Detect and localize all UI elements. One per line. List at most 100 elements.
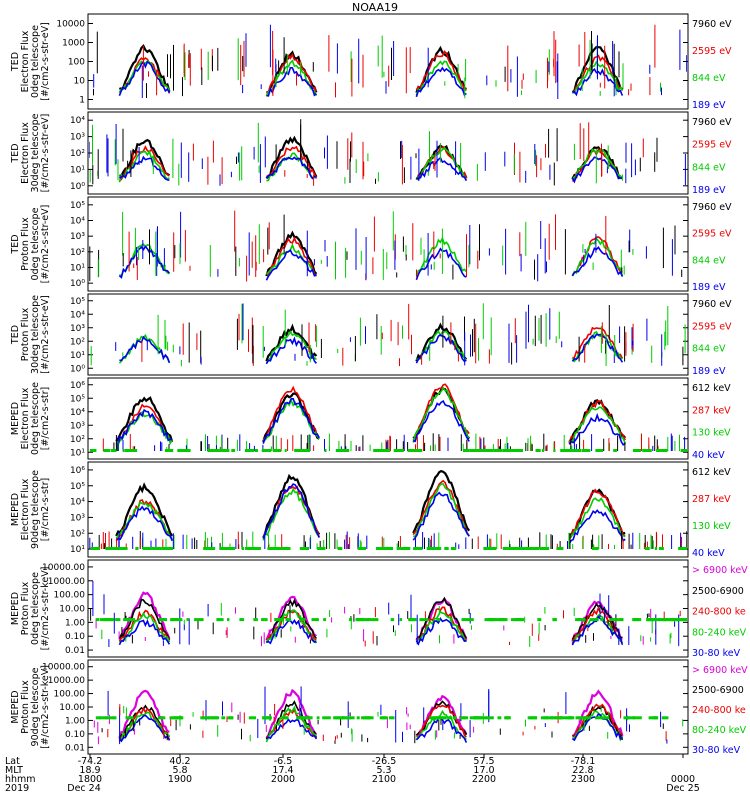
y-tick-label: 10⁰ [70,182,85,192]
y-axis-label-line: Electron Flux [20,122,31,184]
floor-segment [249,449,254,452]
series-hump [415,66,467,98]
series-hump [118,245,171,279]
floor-segment [311,618,319,622]
floor-segment [493,449,502,452]
x-tick-label-lat: 40.2 [169,756,190,767]
floor-segment [633,449,641,452]
series-hump [118,706,171,742]
x-tick-label-mlt: 22.8 [572,765,593,776]
floor-segment [92,449,97,452]
x-tick-label-mlt: 5.8 [172,765,187,776]
floor-segment [510,618,517,622]
floor-segment [155,547,162,550]
floor-segment [632,716,642,720]
y-axis-label-line: [#/cm2-s-str-eV] [40,114,51,193]
floor-segment [261,449,269,452]
legend-entry: 189 eV [692,185,726,196]
series-hump [415,694,468,737]
floor-segment [170,618,177,622]
floor-segment [223,449,230,452]
y-tick-label: 10¹ [70,351,85,361]
floor-segment [371,618,379,622]
legend-entry: 189 eV [692,100,726,111]
y-axis-label-line: [#/cm2-s-str] [40,387,51,450]
floor-segment [514,547,520,550]
x-axis-row-label: Lat [5,756,20,767]
x-tick-label-mlt: 5.3 [376,765,391,776]
floor-segment [477,449,482,452]
series-hump [265,145,318,179]
y-tick-label: 0.10 [65,730,85,740]
floor-segment [133,449,137,452]
floor-segment [516,618,522,622]
floor-segment [451,547,454,550]
floor-segment [452,716,457,720]
floor-segment [575,716,581,720]
floor-segment [415,449,423,452]
series-hump [415,333,467,364]
floor-segment [508,547,518,550]
floor-segment [367,716,374,720]
floor-segment [254,547,261,550]
floor-segment [296,716,302,720]
floor-segment [212,716,218,720]
plot-area [89,469,687,550]
y-axis-label-line: TED [10,52,21,72]
series-hump [571,156,623,184]
floor-segment [469,716,476,720]
floor-segment [537,618,542,622]
floor-segment [264,618,268,622]
panel-frame [87,293,689,376]
x-tick-label-hhmm: 2300 [571,774,595,785]
series-hump [266,52,318,94]
y-axis-label-line: 30deg telescope [30,113,41,192]
date-label-end: Dec 25 [666,783,700,794]
floor-segment [322,716,331,720]
floor-segment [277,618,284,622]
y-tick-label: 0.01 [65,646,85,656]
floor-segment [307,716,313,720]
y-tick-label: 1000.00 [48,577,85,587]
floor-segment [135,547,139,550]
y-tick-label: 10 [74,77,86,87]
series-hump [115,501,173,541]
plot-area [89,383,687,452]
floor-segment [216,449,222,452]
series-hump [571,713,623,742]
floor-segment [179,716,183,720]
floor-segment [558,547,564,550]
y-tick-label: 1.00 [65,618,85,628]
series-hump [412,479,470,537]
legend-entry: 287 keV [692,405,731,416]
floor-segment [468,618,474,622]
y-tick-label: 100.00 [54,591,86,601]
floor-segment [91,547,101,550]
floor-segment [383,547,394,550]
floor-segment [307,449,310,452]
y-axis-label-line: 0deg telescope [30,25,41,98]
panel-1: 10000 1000 100 10 1 TED Electron Flux 0deg tele… [10,13,732,111]
floor-segment [108,547,115,550]
legend-entry: 2500-6900 [692,586,744,597]
floor-segment [408,618,417,622]
y-axis-label-line: MEPED [10,690,21,723]
y-tick-label: 10⁰ [70,279,85,289]
y-tick-label: 10⁴ [70,408,85,418]
floor-segment [419,618,429,622]
panel-frame [87,111,689,195]
floor-segment [274,618,280,622]
y-axis-label-line: Electron Flux [20,30,31,92]
legend-entry: 2595 eV [692,321,732,332]
floor-segment [437,716,447,720]
floor-segment [498,449,503,452]
floor-segment [444,547,449,550]
y-axis-label-line: [#/cm2-s-str-eV] [40,295,51,374]
y-tick-label: 10⁵ [70,482,85,492]
floor-segment [393,449,404,452]
floor-segment [317,547,326,550]
floor-segment [357,547,366,550]
floor-segment [554,716,562,720]
floor-segment [299,547,308,550]
series-hump [265,705,317,743]
